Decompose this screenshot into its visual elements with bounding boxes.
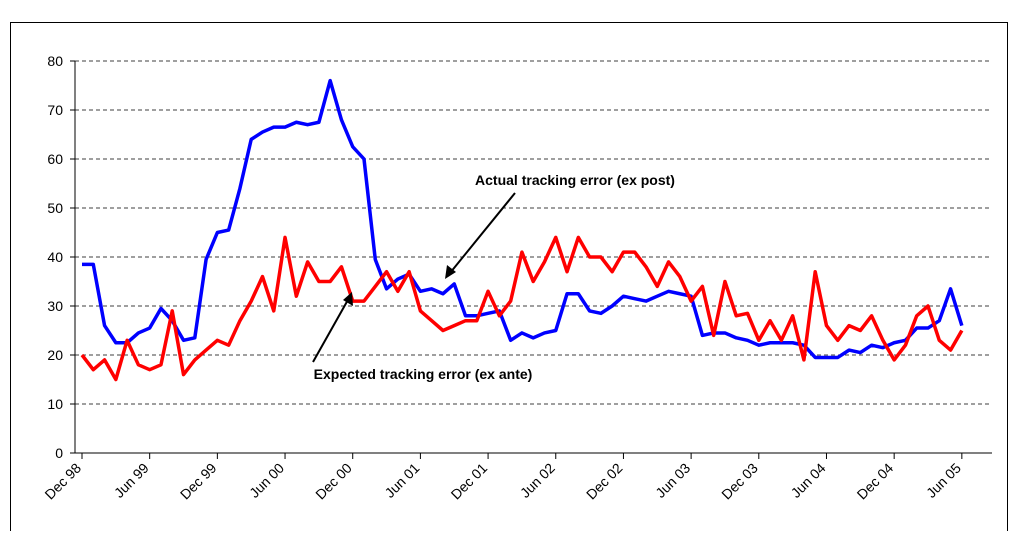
- y-tick-label: 40: [47, 249, 63, 265]
- y-tick-label: 10: [47, 396, 63, 412]
- x-tick-label: Jun 03: [652, 460, 693, 501]
- arrow-head: [445, 265, 456, 279]
- y-tick-label: 30: [47, 298, 63, 314]
- arrow-head: [343, 292, 353, 306]
- y-tick-label: 60: [47, 151, 63, 167]
- annotation: Expected tracking error (ex ante): [314, 366, 533, 382]
- y-tick-label: 20: [47, 347, 63, 363]
- y-tick-label: 50: [47, 200, 63, 216]
- x-tick-label: Jun 01: [381, 460, 422, 501]
- x-tick-label: Dec 98: [41, 460, 84, 503]
- arrow: [312, 297, 350, 363]
- y-tick-label: 80: [47, 53, 63, 69]
- chart-frame: [10, 22, 1008, 536]
- x-tick-label: Dec 01: [448, 460, 491, 503]
- x-tick-label: Jun 02: [517, 460, 558, 501]
- y-tick-label: 0: [55, 445, 63, 461]
- x-tick-label: Dec 99: [177, 460, 220, 503]
- x-tick-label: Jun 00: [246, 460, 287, 501]
- x-tick-label: Jun 99: [111, 460, 152, 501]
- x-tick-label: Dec 02: [583, 460, 626, 503]
- y-tick-label: 70: [47, 102, 63, 118]
- x-tick-label: Dec 00: [312, 460, 355, 503]
- x-tick-label: Dec 04: [854, 460, 897, 503]
- x-tick-label: Dec 03: [718, 460, 761, 503]
- series-line: [80, 235, 964, 382]
- arrow: [449, 192, 516, 274]
- x-tick-label: Jun 04: [788, 460, 829, 501]
- x-tick-label: Jun 05: [923, 460, 964, 501]
- annotation: Actual tracking error (ex post): [475, 172, 675, 188]
- series-line: [82, 78, 964, 360]
